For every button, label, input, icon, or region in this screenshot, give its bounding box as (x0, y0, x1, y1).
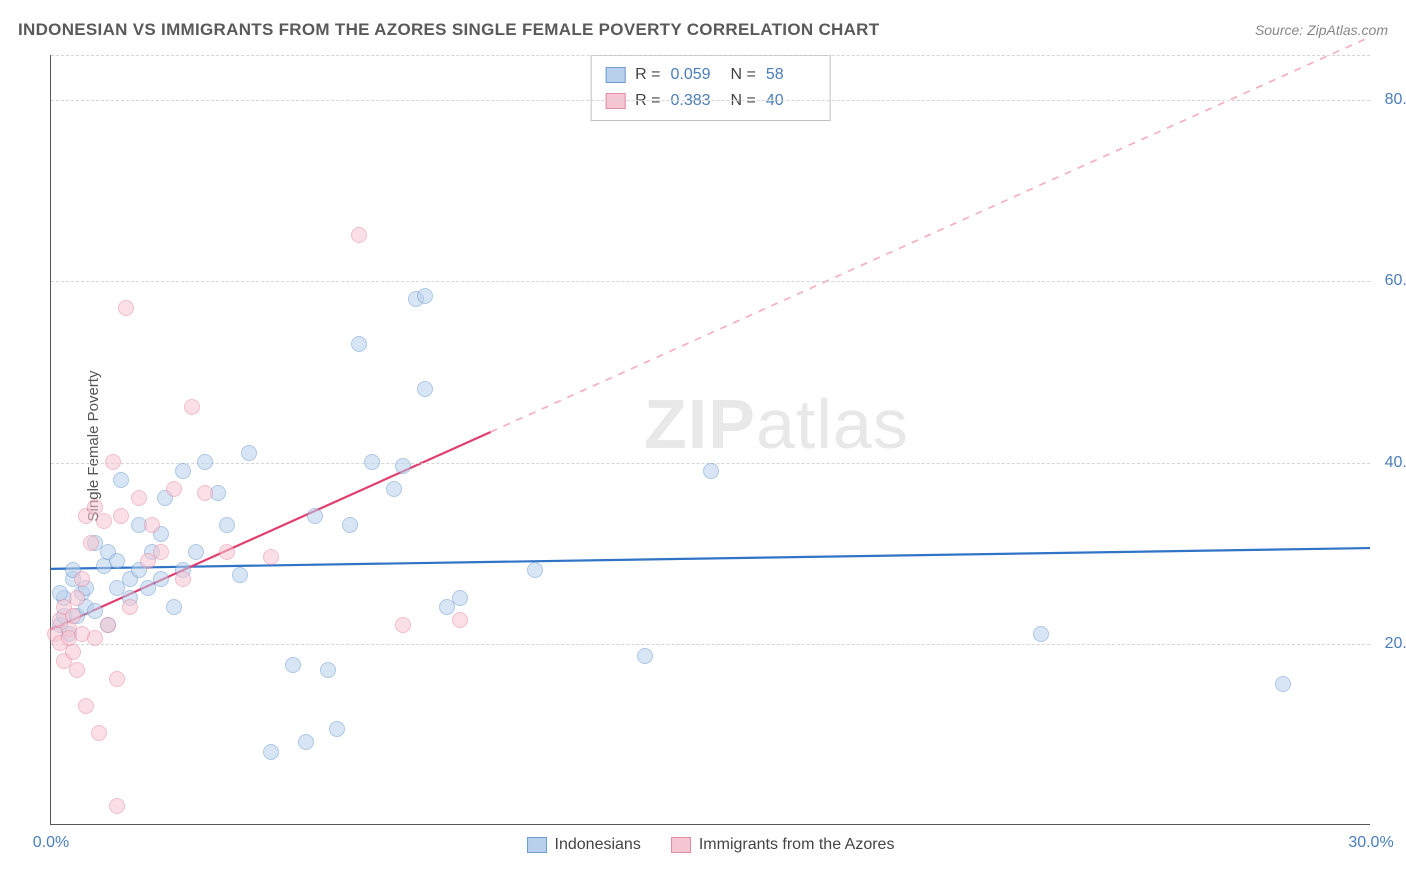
data-point (395, 458, 411, 474)
swatch-series-1 (605, 67, 625, 83)
data-point (452, 612, 468, 628)
data-point (65, 608, 81, 624)
data-point (417, 288, 433, 304)
x-tick-label: 0.0% (33, 834, 69, 852)
data-point (109, 798, 125, 814)
data-point (109, 671, 125, 687)
data-point (144, 517, 160, 533)
data-point (83, 535, 99, 551)
data-point (232, 567, 248, 583)
stats-row-1: R = 0.059 N = 58 (605, 62, 816, 88)
data-point (637, 648, 653, 664)
data-point (118, 300, 134, 316)
data-point (78, 698, 94, 714)
data-point (87, 603, 103, 619)
source-label: Source: ZipAtlas.com (1255, 22, 1388, 38)
data-point (166, 599, 182, 615)
data-point (452, 590, 468, 606)
data-point (219, 544, 235, 560)
data-point (241, 445, 257, 461)
data-point (105, 454, 121, 470)
data-point (113, 508, 129, 524)
x-tick-label: 30.0% (1348, 834, 1393, 852)
data-point (219, 517, 235, 533)
y-tick-label: 20.0% (1385, 635, 1406, 653)
legend-swatch-1 (527, 837, 547, 853)
data-point (307, 508, 323, 524)
data-point (69, 590, 85, 606)
chart-title: INDONESIAN VS IMMIGRANTS FROM THE AZORES… (18, 20, 879, 40)
data-point (342, 517, 358, 533)
data-point (285, 657, 301, 673)
n-value-1: 58 (766, 62, 816, 88)
data-point (153, 544, 169, 560)
legend-swatch-2 (671, 837, 691, 853)
plot-area: ZIPatlas R = 0.059 N = 58 R = 0.383 N = … (50, 55, 1370, 825)
data-point (703, 463, 719, 479)
r-value-1: 0.059 (671, 62, 721, 88)
data-point (395, 617, 411, 633)
trend-line (51, 548, 1370, 569)
data-point (131, 490, 147, 506)
data-point (100, 617, 116, 633)
legend-label-2: Immigrants from the Azores (699, 836, 895, 854)
data-point (91, 725, 107, 741)
data-point (417, 381, 433, 397)
gridline (51, 281, 1370, 282)
data-point (69, 662, 85, 678)
data-point (386, 481, 402, 497)
data-point (153, 571, 169, 587)
data-point (175, 463, 191, 479)
data-point (74, 571, 90, 587)
r-label: R = (635, 62, 660, 88)
data-point (364, 454, 380, 470)
data-point (109, 553, 125, 569)
data-point (175, 571, 191, 587)
data-point (351, 336, 367, 352)
data-point (263, 549, 279, 565)
data-point (263, 744, 279, 760)
data-point (1275, 676, 1291, 692)
data-point (188, 544, 204, 560)
gridline (51, 55, 1370, 56)
data-point (96, 513, 112, 529)
data-point (1033, 626, 1049, 642)
trend-lines (51, 55, 1370, 824)
data-point (197, 454, 213, 470)
bottom-legend: Indonesians Immigrants from the Azores (527, 836, 895, 854)
legend-label-1: Indonesians (555, 836, 641, 854)
data-point (65, 644, 81, 660)
gridline (51, 100, 1370, 101)
data-point (527, 562, 543, 578)
data-point (329, 721, 345, 737)
data-point (113, 472, 129, 488)
y-tick-label: 80.0% (1385, 91, 1406, 109)
data-point (197, 485, 213, 501)
data-point (87, 630, 103, 646)
gridline (51, 644, 1370, 645)
data-point (298, 734, 314, 750)
data-point (184, 399, 200, 415)
data-point (351, 227, 367, 243)
data-point (166, 481, 182, 497)
data-point (122, 599, 138, 615)
n-label: N = (731, 62, 756, 88)
y-tick-label: 60.0% (1385, 272, 1406, 290)
stats-legend-box: R = 0.059 N = 58 R = 0.383 N = 40 (590, 55, 831, 121)
data-point (320, 662, 336, 678)
y-tick-label: 40.0% (1385, 454, 1406, 472)
